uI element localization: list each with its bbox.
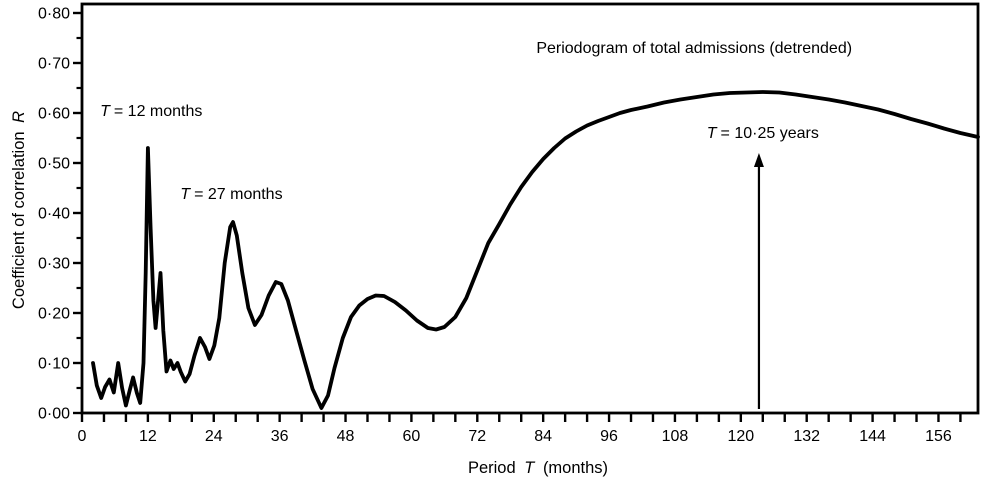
x-tick-label: 24: [205, 428, 223, 445]
annotation-t12-italic: T: [100, 103, 111, 120]
x-tick-label: 12: [139, 428, 157, 445]
annotation-t27-italic: T: [180, 186, 191, 203]
y-axis-ticks: 0·00 0·10 0·20 0·30 0·40 0·50 0·60 0·70 0·80: [38, 6, 82, 423]
x-axis-title: Period T (months): [468, 459, 608, 477]
y-tick-label: 0·60: [38, 106, 70, 123]
y-axis-title: Coefficient of correlation R: [10, 111, 28, 309]
annotation-t10-25: T = 10·25 years: [707, 125, 819, 142]
x-tick-label: 120: [727, 428, 754, 445]
annotation-t12-text: = 12 months: [114, 103, 203, 120]
annotation-t27: T = 27 months: [180, 186, 282, 203]
annotation-arrow-group: [753, 153, 764, 409]
x-tick-label: 96: [600, 428, 618, 445]
y-tick-label: 0·00: [38, 406, 70, 423]
x-tick-label: 132: [793, 428, 820, 445]
y-tick-label: 0·30: [38, 256, 70, 273]
x-tick-label: 0: [78, 428, 87, 445]
x-axis-ticks: 0 12 24 36 48 60 72 84 96 108 120 132 144 156: [78, 413, 962, 445]
x-tick-label: 84: [534, 428, 552, 445]
annotation-t10-25-text: = 10·25 years: [721, 125, 819, 142]
annotation-title: Periodogram of total admissions (detrend…: [536, 40, 852, 57]
y-tick-label: 0·80: [38, 6, 70, 23]
x-tick-label: 72: [468, 428, 486, 445]
periodogram-curve: [91, 90, 980, 410]
y-tick-label: 0·40: [38, 206, 70, 223]
x-tick-label: 108: [662, 428, 689, 445]
y-tick-label: 0·20: [38, 306, 70, 323]
annotation-t12: T = 12 months: [100, 103, 202, 120]
y-tick-label: 0·70: [38, 56, 70, 73]
x-tick-label: 48: [337, 428, 355, 445]
curve-group: [91, 90, 980, 410]
annotation-t10-25-italic: T: [707, 125, 718, 142]
plot-border: [80, 2, 980, 415]
x-tick-label: 60: [403, 428, 421, 445]
y-tick-label: 0·10: [38, 356, 70, 373]
annotation-group: Periodogram of total admissions (detrend…: [100, 40, 852, 203]
x-tick-label: 156: [925, 428, 952, 445]
x-tick-label: 144: [859, 428, 886, 445]
annotation-arrow-head: [753, 153, 764, 167]
y-tick-label: 0·50: [38, 156, 70, 173]
x-tick-label: 36: [271, 428, 289, 445]
annotation-t27-text: = 27 months: [194, 186, 282, 203]
